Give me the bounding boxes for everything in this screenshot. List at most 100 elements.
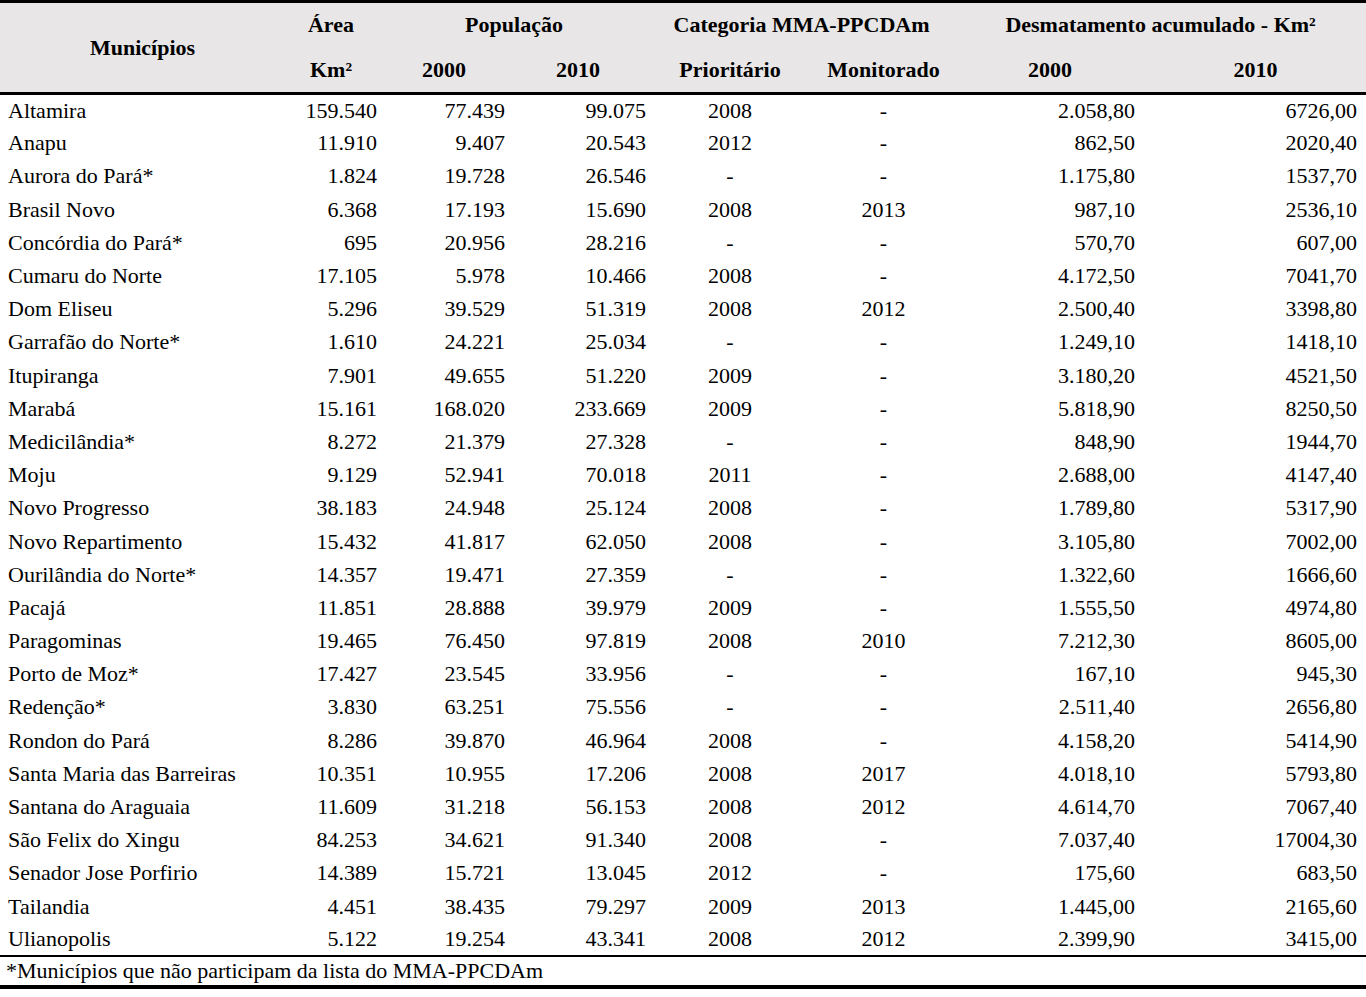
desm-2000-cell: 1.555,50 [955, 591, 1145, 624]
monitorado-cell: - [812, 724, 955, 757]
pop-2010-cell: 99.075 [508, 94, 648, 127]
pop-2000-cell: 41.817 [380, 525, 508, 558]
prioritario-cell: 2008 [648, 259, 812, 292]
desm-2010-cell: 8605,00 [1145, 625, 1366, 658]
area-cell: 9.129 [285, 459, 380, 492]
pop-2000-cell: 9.407 [380, 127, 508, 160]
table-row: Tailandia4.45138.43579.297200920131.445,… [0, 890, 1366, 923]
pop-2010-cell: 33.956 [508, 658, 648, 691]
municipio-cell: Senador Jose Porfirio [0, 857, 285, 890]
municipio-cell: Aurora do Pará* [0, 160, 285, 193]
table-row: Itupiranga7.90149.65551.2202009-3.180,20… [0, 359, 1366, 392]
municipio-cell: Novo Progresso [0, 492, 285, 525]
desm-2000-cell: 7.037,40 [955, 824, 1145, 857]
subheader-pop-2010: 2010 [508, 48, 648, 94]
municipio-cell: Rondon do Pará [0, 724, 285, 757]
municipio-cell: Santa Maria das Barreiras [0, 757, 285, 790]
prioritario-cell: 2008 [648, 790, 812, 823]
municipio-cell: Anapu [0, 127, 285, 160]
monitorado-cell: - [812, 824, 955, 857]
monitorado-cell: - [812, 160, 955, 193]
table-row: Santa Maria das Barreiras10.35110.95517.… [0, 757, 1366, 790]
municipio-cell: Pacajá [0, 591, 285, 624]
footnote-row: *Municípios que não participam da lista … [0, 956, 1366, 987]
municipio-cell: Ourilândia do Norte* [0, 558, 285, 591]
desm-2000-cell: 848,90 [955, 425, 1145, 458]
area-cell: 1.610 [285, 326, 380, 359]
pop-2010-cell: 10.466 [508, 259, 648, 292]
area-cell: 15.161 [285, 392, 380, 425]
table-row: Novo Repartimento15.43241.81762.0502008-… [0, 525, 1366, 558]
pop-2000-cell: 24.948 [380, 492, 508, 525]
header-row-groups: Municípios Área População Categoria MMA-… [0, 2, 1366, 48]
area-cell: 11.910 [285, 127, 380, 160]
pop-2010-cell: 13.045 [508, 857, 648, 890]
pop-2000-cell: 20.956 [380, 226, 508, 259]
desm-2000-cell: 167,10 [955, 658, 1145, 691]
desm-2010-cell: 7002,00 [1145, 525, 1366, 558]
prioritario-cell: - [648, 691, 812, 724]
pop-2010-cell: 79.297 [508, 890, 648, 923]
monitorado-cell: - [812, 658, 955, 691]
table-row: Concórdia do Pará*69520.95628.216--570,7… [0, 226, 1366, 259]
pop-2010-cell: 56.153 [508, 790, 648, 823]
subheader-monitorado: Monitorado [812, 48, 955, 94]
pop-2000-cell: 76.450 [380, 625, 508, 658]
area-cell: 14.389 [285, 857, 380, 890]
prioritario-cell: 2011 [648, 459, 812, 492]
municipio-cell: Marabá [0, 392, 285, 425]
monitorado-cell: 2017 [812, 757, 955, 790]
desm-2010-cell: 1418,10 [1145, 326, 1366, 359]
desm-2010-cell: 1944,70 [1145, 425, 1366, 458]
col-header-desmatamento: Desmatamento acumulado - Km² [955, 2, 1366, 48]
area-cell: 17.427 [285, 658, 380, 691]
footnote: *Municípios que não participam da lista … [0, 956, 1366, 987]
desm-2010-cell: 945,30 [1145, 658, 1366, 691]
municipio-cell: Brasil Novo [0, 193, 285, 226]
desm-2000-cell: 2.500,40 [955, 293, 1145, 326]
municipio-cell: Redenção* [0, 691, 285, 724]
municipio-cell: Paragominas [0, 625, 285, 658]
desm-2000-cell: 3.180,20 [955, 359, 1145, 392]
desm-2000-cell: 2.399,90 [955, 923, 1145, 956]
table-row: Aurora do Pará*1.82419.72826.546--1.175,… [0, 160, 1366, 193]
area-cell: 7.901 [285, 359, 380, 392]
prioritario-cell: - [648, 558, 812, 591]
table-row: Dom Eliseu5.29639.52951.319200820122.500… [0, 293, 1366, 326]
area-cell: 8.286 [285, 724, 380, 757]
desm-2010-cell: 2020,40 [1145, 127, 1366, 160]
area-cell: 14.357 [285, 558, 380, 591]
prioritario-cell: 2008 [648, 724, 812, 757]
pop-2000-cell: 5.978 [380, 259, 508, 292]
table-row: Altamira159.54077.43999.0752008-2.058,80… [0, 94, 1366, 127]
pop-2000-cell: 39.529 [380, 293, 508, 326]
monitorado-cell: 2012 [812, 293, 955, 326]
area-cell: 159.540 [285, 94, 380, 127]
pop-2010-cell: 17.206 [508, 757, 648, 790]
prioritario-cell: - [648, 425, 812, 458]
prioritario-cell: 2008 [648, 923, 812, 956]
table-row: Marabá15.161168.020233.6692009-5.818,908… [0, 392, 1366, 425]
prioritario-cell: - [648, 658, 812, 691]
municipio-cell: Itupiranga [0, 359, 285, 392]
prioritario-cell: 2009 [648, 890, 812, 923]
desm-2010-cell: 7067,40 [1145, 790, 1366, 823]
table-row: Rondon do Pará8.28639.87046.9642008-4.15… [0, 724, 1366, 757]
pop-2010-cell: 27.328 [508, 425, 648, 458]
pop-2010-cell: 20.543 [508, 127, 648, 160]
monitorado-cell: 2012 [812, 790, 955, 823]
table-row: Garrafão do Norte*1.61024.22125.034--1.2… [0, 326, 1366, 359]
prioritario-cell: 2008 [648, 625, 812, 658]
desm-2000-cell: 862,50 [955, 127, 1145, 160]
desm-2010-cell: 6726,00 [1145, 94, 1366, 127]
municipio-cell: Moju [0, 459, 285, 492]
desm-2010-cell: 683,50 [1145, 857, 1366, 890]
pop-2000-cell: 34.621 [380, 824, 508, 857]
desm-2010-cell: 2656,80 [1145, 691, 1366, 724]
monitorado-cell: - [812, 425, 955, 458]
desm-2010-cell: 2536,10 [1145, 193, 1366, 226]
area-cell: 5.296 [285, 293, 380, 326]
area-cell: 1.824 [285, 160, 380, 193]
municipio-cell: Dom Eliseu [0, 293, 285, 326]
desm-2010-cell: 1537,70 [1145, 160, 1366, 193]
